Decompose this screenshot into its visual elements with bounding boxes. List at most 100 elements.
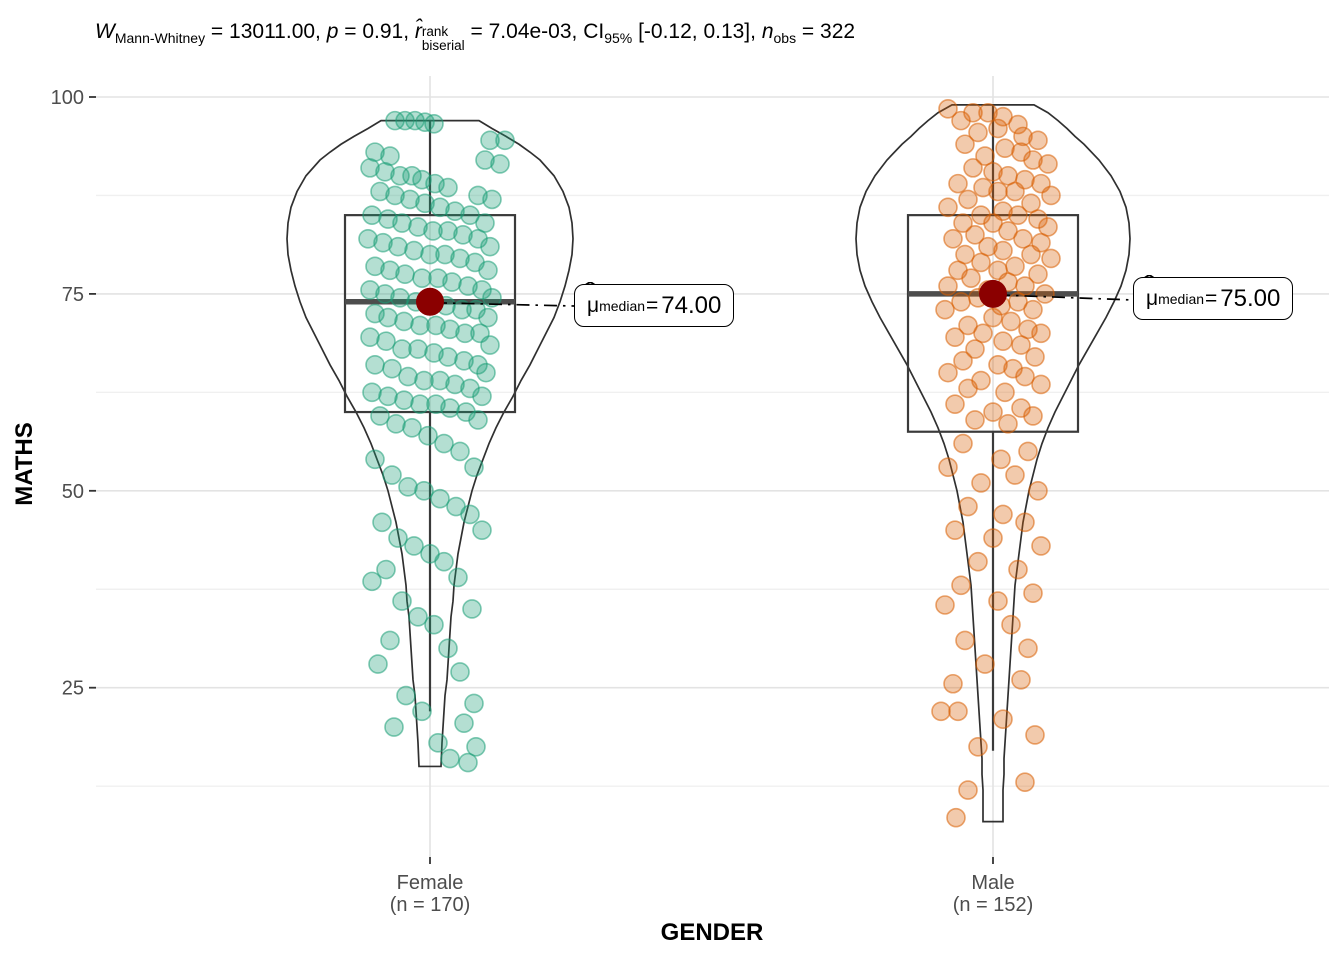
data-point-male (953, 213, 973, 233)
data-point-male (1013, 228, 1033, 249)
data-point-female (438, 221, 458, 241)
title-supsub: rank biserial (421, 24, 465, 53)
data-point-female (388, 236, 408, 257)
data-point-male (968, 736, 988, 757)
data-point-female (478, 307, 498, 328)
data-point-male (983, 162, 1003, 182)
data-point-female (476, 362, 496, 383)
data-point-male (973, 323, 993, 344)
boxplot-female (343, 214, 517, 414)
data-point-male (951, 291, 971, 312)
boxplot-male (906, 214, 1080, 433)
data-point-female (368, 654, 388, 674)
data-point-male (945, 327, 965, 348)
data-point-female (475, 150, 495, 170)
data-point-female (438, 638, 458, 659)
data-point-female (472, 280, 492, 300)
data-point-female (430, 488, 450, 509)
data-point-female (424, 614, 444, 635)
data-point-male (958, 780, 978, 800)
data-point-female (365, 354, 385, 375)
data-point-male (965, 339, 985, 359)
data-point-male (995, 138, 1015, 158)
data-point-male (988, 354, 1008, 375)
data-point-male (975, 654, 995, 674)
data-point-female (365, 256, 385, 277)
data-point-female (360, 327, 380, 348)
data-point-female (365, 449, 385, 470)
data-point-female (380, 260, 400, 281)
data-point-female (452, 299, 472, 320)
data-point-male (983, 213, 1003, 233)
data-point-female (428, 733, 448, 753)
data-point-male (1018, 441, 1038, 462)
data-point-male (973, 177, 993, 198)
data-point-female (382, 358, 402, 379)
data-point-male (1028, 130, 1048, 151)
data-point-male (935, 595, 955, 615)
data-point-male (1031, 374, 1051, 395)
median-label-male: ˆ μ median = 75.00 (1133, 273, 1294, 320)
data-point-female (466, 736, 486, 757)
data-point-female (362, 571, 382, 592)
data-point-female (408, 607, 428, 627)
data-point-female (412, 701, 432, 722)
data-point-male (1001, 614, 1021, 635)
data-point-female (478, 260, 498, 281)
median-subscript: median (1158, 290, 1205, 307)
data-point-female (392, 213, 412, 233)
data-point-male (1038, 154, 1058, 174)
data-point-male (935, 299, 955, 320)
title-subscript: Mann-Whitney (114, 30, 206, 47)
data-point-female (434, 551, 454, 572)
x-tick-label-male: Male (971, 872, 1014, 894)
data-point-female (376, 559, 396, 580)
data-point-female (440, 398, 460, 418)
data-point-male (1028, 480, 1048, 501)
data-point-male (938, 276, 958, 296)
data-point-male (983, 402, 1003, 422)
title-text: = 7.04e-03, CI (464, 20, 605, 43)
title-text: = 0.91, (338, 20, 415, 43)
data-point-male (948, 173, 968, 194)
data-point-male (1015, 366, 1035, 387)
data-point-male (958, 496, 978, 517)
data-point-female (464, 457, 484, 477)
data-point-male (1008, 114, 1028, 135)
data-point-male (1023, 406, 1043, 426)
data-point-male (993, 709, 1013, 730)
data-point-female (404, 536, 424, 556)
data-point-female (386, 414, 406, 434)
equals-sign: = (1205, 286, 1218, 310)
y-tick-label: 50 (62, 481, 84, 503)
data-point-female (434, 433, 454, 454)
data-point-female (400, 189, 420, 210)
data-point-female (430, 370, 450, 391)
data-point-female (392, 591, 412, 611)
data-point-female (410, 394, 430, 414)
data-point-male (945, 394, 965, 414)
data-point-male (1005, 181, 1025, 202)
data-point-female (453, 225, 473, 245)
data-point-male (965, 410, 985, 430)
data-point-female (392, 339, 412, 359)
data-point-male (968, 122, 988, 143)
data-point-male (938, 362, 958, 383)
data-point-female (390, 288, 410, 308)
data-point-male (951, 575, 971, 596)
y-tick-label: 25 (62, 678, 84, 700)
data-point-female (412, 268, 432, 288)
data-point-female (360, 280, 380, 300)
median-point-female (416, 287, 444, 316)
x-axis-title: GENDER (660, 919, 764, 946)
data-point-female (414, 370, 434, 391)
data-point-male (978, 102, 998, 123)
data-point-female (396, 685, 416, 706)
x-tick-n-male: (n = 152) (953, 894, 1034, 916)
data-point-female (440, 319, 460, 340)
data-point-male (991, 449, 1011, 470)
data-point-female (385, 110, 405, 131)
data-point-male (993, 106, 1013, 127)
data-point-male (1031, 323, 1051, 344)
data-point-female (450, 662, 470, 682)
